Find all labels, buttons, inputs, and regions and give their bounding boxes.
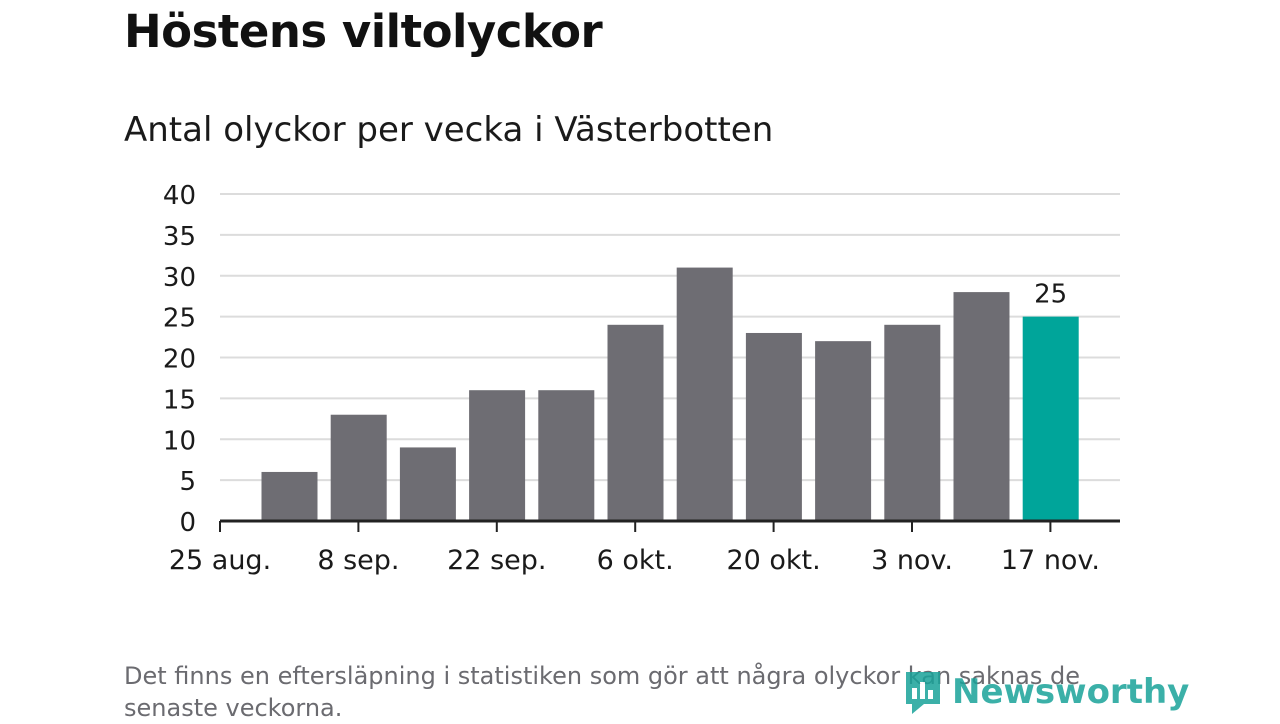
bar (953, 292, 1010, 521)
y-tick-label: 20 (163, 345, 196, 375)
y-tick-label: 30 (163, 263, 196, 293)
bar (261, 471, 318, 521)
brand-logo: Newsworthy (902, 668, 1189, 716)
y-tick-label: 35 (163, 222, 196, 252)
bar (884, 324, 941, 521)
bar (399, 447, 456, 521)
x-tick-label: 20 okt. (726, 545, 820, 576)
y-tick-label: 5 (179, 467, 196, 497)
bar (676, 267, 733, 521)
bar-highlight (1022, 316, 1079, 521)
y-tick-label: 25 (163, 304, 196, 334)
chart-subtitle: Antal olyckor per vecka i Västerbotten (124, 110, 774, 150)
x-tick-label: 17 nov. (1001, 545, 1100, 576)
newsworthy-logo-icon (906, 672, 940, 714)
y-tick-label: 0 (179, 508, 196, 538)
y-tick-label: 10 (163, 426, 196, 456)
bar-chart: 0 5 10 15 20 25 30 35 40 25 25 aug. 8 sep. 22 sep. 6 … (163, 181, 1120, 576)
y-tick-label: 15 (163, 385, 196, 415)
x-tick-label: 25 aug. (169, 545, 271, 576)
bar (607, 324, 664, 521)
x-tick-label: 6 okt. (597, 545, 674, 576)
data-label: 25 (1034, 280, 1067, 310)
x-tick-label: 3 nov. (871, 545, 953, 576)
bar (815, 341, 872, 521)
bar (469, 390, 526, 521)
bar (538, 390, 595, 521)
x-tick-label: 8 sep. (317, 545, 399, 576)
chart-title: Höstens viltolyckor (124, 5, 603, 58)
bar (745, 332, 802, 521)
y-tick-label: 40 (163, 181, 196, 211)
bar (330, 414, 387, 521)
brand-name: Newsworthy (952, 672, 1190, 712)
x-tick-label: 22 sep. (447, 545, 546, 576)
